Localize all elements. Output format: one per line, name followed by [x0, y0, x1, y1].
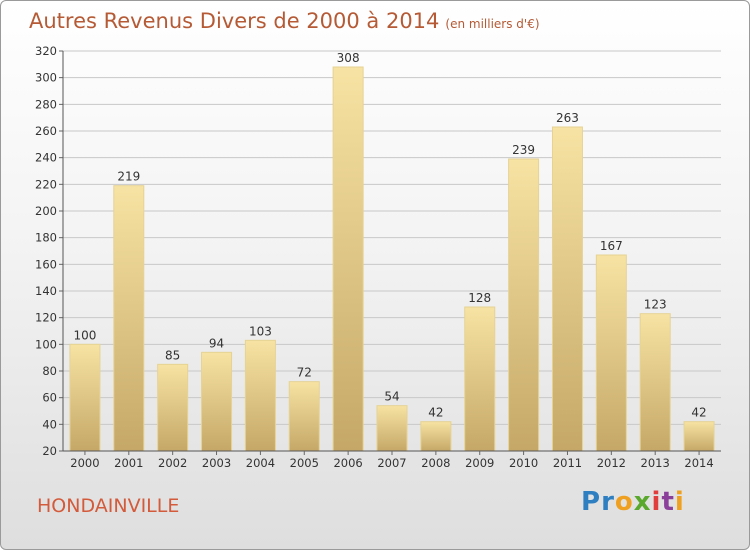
x-tick-label-2014: 2014 — [684, 456, 713, 470]
y-tick-label: 80 — [42, 364, 57, 378]
y-tick-label: 180 — [35, 231, 57, 245]
x-tick-label-2012: 2012 — [597, 456, 626, 470]
bar-2007 — [376, 405, 408, 452]
logo-letter: o — [614, 487, 634, 517]
y-tick-label: 20 — [42, 444, 57, 458]
x-tick-label-2010: 2010 — [509, 456, 538, 470]
value-label-2014: 42 — [691, 406, 706, 420]
logo-letter: x — [633, 487, 652, 517]
value-label-2004: 103 — [249, 324, 272, 338]
y-tick-label: 120 — [35, 311, 57, 325]
bar-2011 — [551, 126, 583, 452]
x-tick-label-2006: 2006 — [333, 456, 362, 470]
chart-unit: (en milliers d'€) — [445, 17, 540, 31]
bar-2012 — [595, 254, 627, 452]
bar-2004 — [244, 339, 276, 452]
y-tick-label: 60 — [42, 391, 57, 405]
y-tick-label: 260 — [35, 124, 57, 138]
logo-letter: P — [581, 487, 602, 517]
axes: 20 40 60 80 100 120 140 160 180 200 220 240 260 280 30… — [35, 44, 721, 470]
y-tick-label: 320 — [35, 44, 57, 58]
logo-letter: i — [674, 487, 685, 517]
x-tick-label-2009: 2009 — [465, 456, 494, 470]
x-tick-label-2001: 2001 — [114, 456, 143, 470]
value-label-2000: 100 — [73, 328, 96, 342]
y-tick-label: 160 — [35, 257, 57, 271]
value-label-2009: 128 — [468, 291, 491, 305]
logo-letter: r — [601, 487, 615, 517]
value-label-2005: 72 — [297, 366, 312, 380]
bar-2008 — [420, 421, 452, 452]
value-label-2003: 94 — [209, 336, 224, 350]
x-tick-label-2011: 2011 — [553, 456, 582, 470]
bar-2009 — [464, 306, 496, 452]
bar-2001 — [113, 185, 145, 452]
place-name: HONDAINVILLE — [37, 495, 180, 517]
chart-title: Autres Revenus Divers de 2000 à 2014 (en … — [29, 9, 540, 33]
bars: 100 219 85 94 103 72 308 54 42 128 239 263 167 123 42 — [69, 51, 715, 452]
y-tick-label: 100 — [35, 337, 57, 351]
y-tick-label: 140 — [35, 284, 57, 298]
bar-2010 — [508, 158, 540, 452]
y-tick-label: 280 — [35, 97, 57, 111]
y-tick-label: 200 — [35, 204, 57, 218]
value-label-2008: 42 — [428, 406, 443, 420]
bar-2000 — [69, 343, 101, 452]
bar-2006 — [332, 66, 364, 452]
bar-2014 — [683, 421, 715, 452]
x-tick-label-2005: 2005 — [290, 456, 319, 470]
x-tick-label-2000: 2000 — [70, 456, 99, 470]
bar-2002 — [157, 363, 189, 452]
logo-letter: i — [651, 487, 662, 517]
x-tick-label-2004: 2004 — [246, 456, 275, 470]
bar-2003 — [201, 351, 233, 452]
x-tick-label-2008: 2008 — [421, 456, 450, 470]
bar-2013 — [639, 313, 671, 452]
chart-title-text: Autres Revenus Divers de 2000 à 2014 — [29, 9, 440, 33]
value-label-2002: 85 — [165, 348, 180, 362]
value-label-2001: 219 — [117, 170, 140, 184]
proxiti-logo[interactable]: Proxiti — [581, 487, 685, 517]
x-tick-label-2003: 2003 — [202, 456, 231, 470]
value-label-2013: 123 — [644, 298, 667, 312]
x-tick-label-2007: 2007 — [377, 456, 406, 470]
value-label-2010: 239 — [512, 143, 535, 157]
y-tick-label: 300 — [35, 71, 57, 85]
value-label-2007: 54 — [384, 390, 399, 404]
y-tick-label: 220 — [35, 177, 57, 191]
x-tick-label-2013: 2013 — [641, 456, 670, 470]
value-label-2006: 308 — [337, 51, 360, 65]
value-label-2012: 167 — [600, 239, 623, 253]
value-label-2011: 263 — [556, 111, 579, 125]
logo-letter: t — [661, 487, 675, 517]
x-tick-label-2002: 2002 — [158, 456, 187, 470]
y-tick-label: 240 — [35, 151, 57, 165]
bar-2005 — [288, 381, 320, 452]
y-tick-label: 40 — [42, 417, 57, 431]
